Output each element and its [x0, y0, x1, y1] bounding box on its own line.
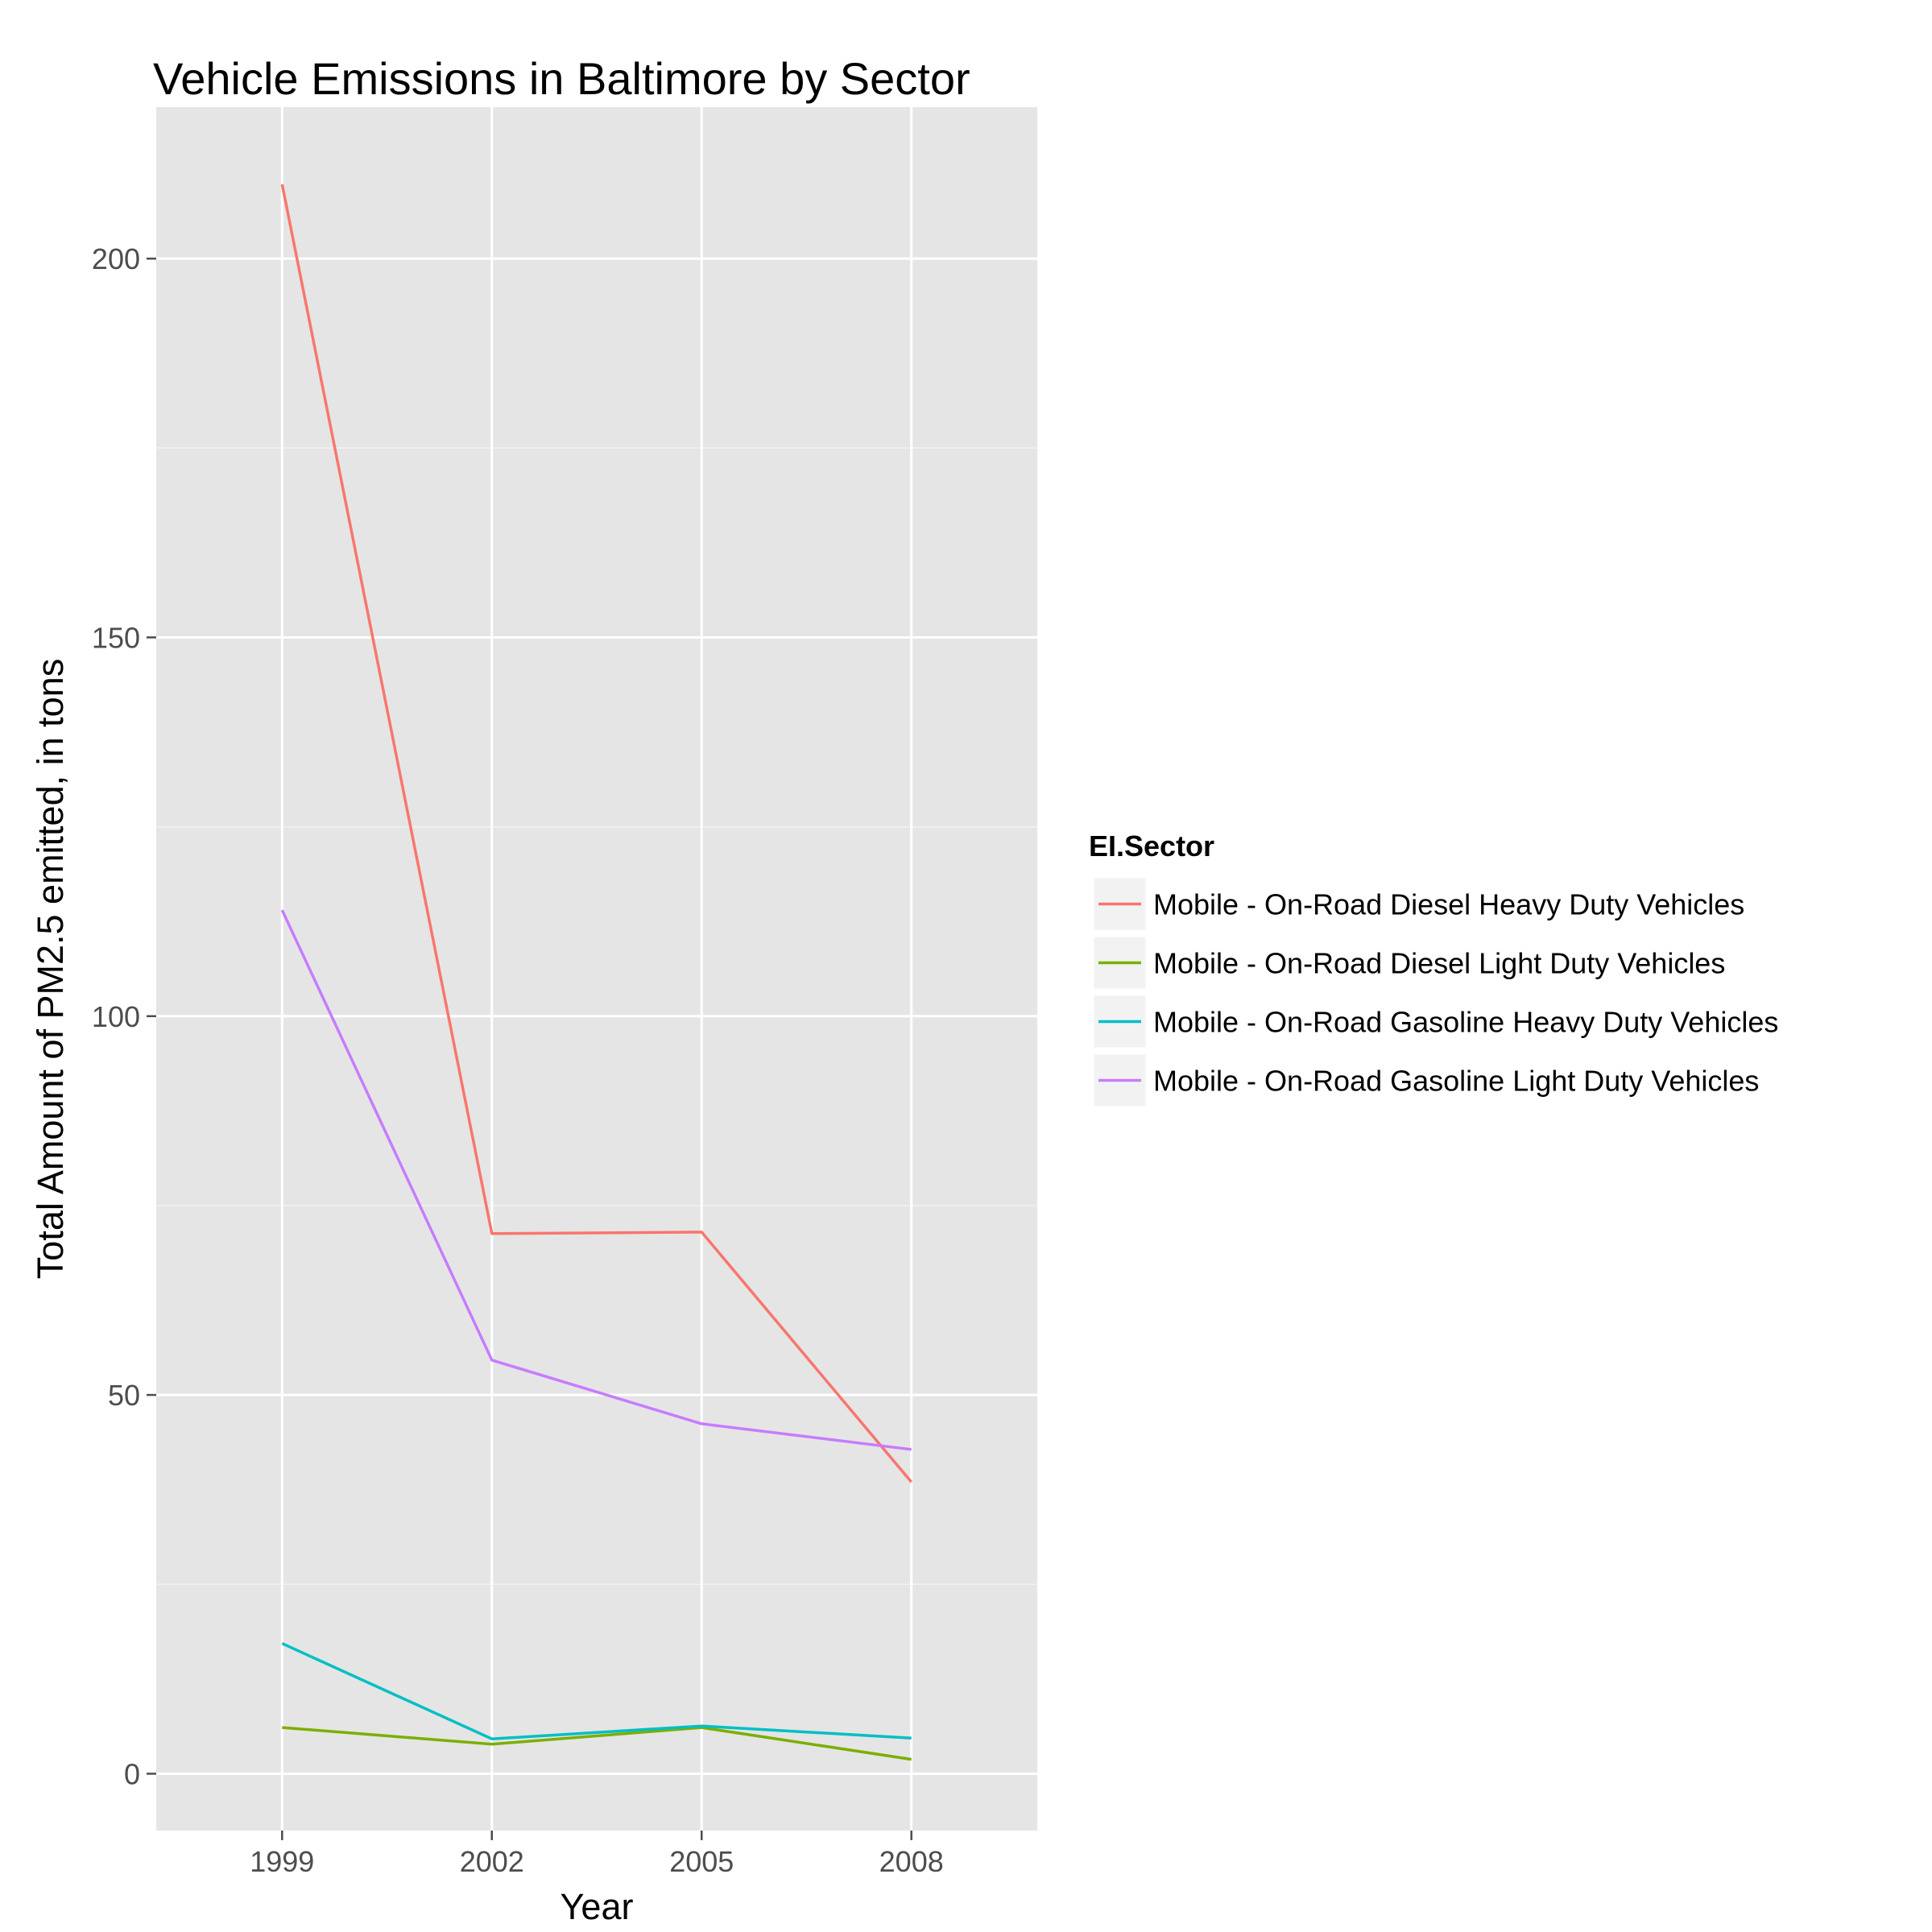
plot-panel — [156, 107, 1037, 1831]
series-line — [282, 1726, 912, 1761]
y-axis-label: Total Amount of PM2.5 emitted, in tons — [30, 659, 71, 1279]
legend-title: EI.Sector — [1089, 829, 1214, 863]
series-line — [280, 184, 913, 1483]
y-axis-ticks: 0 50 100 150 200 — [92, 242, 156, 1790]
legend-label: Mobile - On-Road Gasoline Heavy Duty Veh… — [1153, 1006, 1778, 1039]
x-tick-label: 2005 — [669, 1845, 734, 1878]
series-lines — [280, 184, 913, 1761]
x-tick-label: 2008 — [879, 1845, 944, 1878]
x-axis-ticks: 1999 2002 2005 2008 — [250, 1831, 944, 1878]
y-tick-label: 0 — [124, 1757, 140, 1790]
legend-label: Mobile - On-Road Diesel Light Duty Vehic… — [1153, 947, 1725, 980]
y-tick-label: 100 — [92, 1000, 140, 1033]
legend-label: Mobile - On-Road Diesel Heavy Duty Vehic… — [1153, 888, 1744, 921]
major-gridlines — [156, 107, 1037, 1831]
x-axis-label: Year — [561, 1886, 634, 1927]
minor-gridlines — [156, 447, 1037, 1586]
legend: EI.Sector Mobile - On-Road Diesel Heavy … — [1089, 829, 1778, 1109]
x-tick-label: 2002 — [460, 1845, 524, 1878]
x-tick-label: 1999 — [250, 1845, 314, 1878]
series-line — [280, 909, 912, 1451]
y-tick-label: 200 — [92, 242, 140, 275]
series-line — [281, 1642, 912, 1740]
chart-title: Vehicle Emissions in Baltimore by Sector — [153, 53, 970, 104]
legend-label: Mobile - On-Road Gasoline Light Duty Veh… — [1153, 1065, 1759, 1098]
y-tick-label: 50 — [108, 1379, 140, 1412]
y-tick-label: 150 — [92, 621, 140, 654]
